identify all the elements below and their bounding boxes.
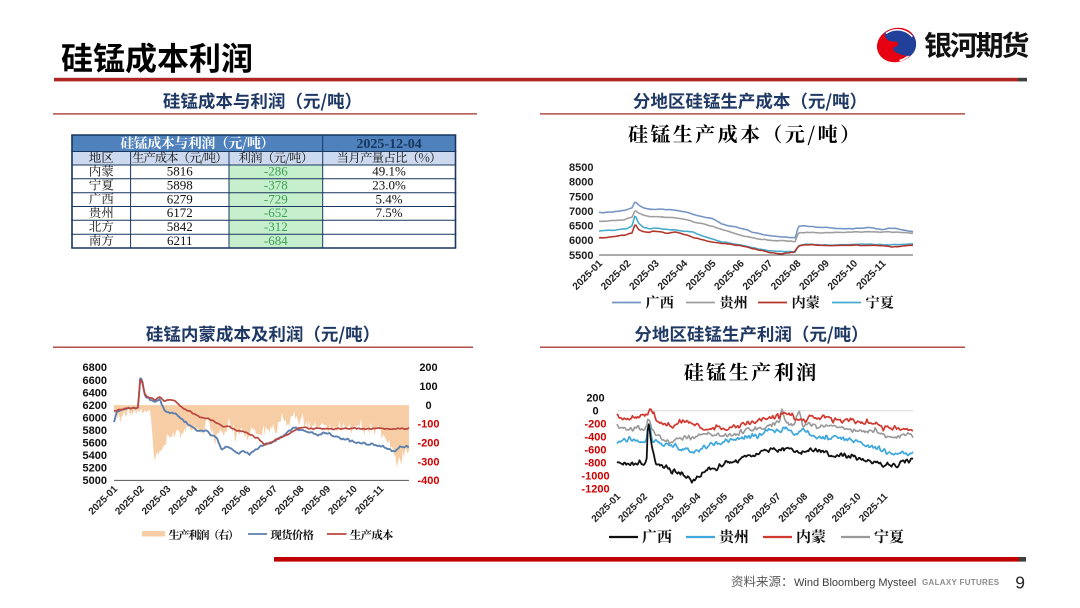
svg-text:5842: 5842	[167, 219, 193, 234]
svg-text:-100: -100	[417, 419, 439, 431]
svg-text:6400: 6400	[83, 387, 107, 399]
svg-text:Wind Bloomberg Mysteel: Wind Bloomberg Mysteel	[794, 577, 916, 589]
svg-text:-286: -286	[264, 164, 288, 179]
svg-text:23.0%: 23.0%	[372, 178, 406, 193]
svg-text:-800: -800	[584, 458, 606, 470]
svg-text:-400: -400	[417, 475, 439, 487]
svg-text:200: 200	[419, 362, 437, 374]
svg-text:-684: -684	[264, 233, 288, 248]
svg-text:GALAXY FUTURES: GALAXY FUTURES	[922, 578, 1000, 587]
svg-text:0: 0	[592, 406, 598, 418]
svg-text:6211: 6211	[167, 233, 193, 248]
svg-text:-729: -729	[264, 191, 288, 206]
svg-text:-200: -200	[584, 419, 606, 431]
svg-text:-400: -400	[584, 432, 606, 444]
svg-text:6200: 6200	[83, 400, 107, 412]
svg-text:5.4%: 5.4%	[376, 191, 403, 206]
svg-text:9: 9	[1015, 573, 1025, 593]
svg-text:5800: 5800	[83, 425, 107, 437]
svg-text:-1000: -1000	[581, 471, 609, 483]
svg-text:-312: -312	[264, 219, 288, 234]
svg-text:0: 0	[425, 400, 431, 412]
svg-text:6800: 6800	[83, 362, 107, 374]
svg-text:200: 200	[586, 393, 604, 405]
svg-text:5600: 5600	[83, 438, 107, 450]
svg-text:6000: 6000	[569, 235, 593, 247]
svg-text:6500: 6500	[569, 221, 593, 233]
svg-text:-600: -600	[584, 445, 606, 457]
svg-text:49.1%: 49.1%	[372, 164, 406, 179]
svg-text:-1200: -1200	[581, 484, 609, 496]
svg-text:5000: 5000	[83, 475, 107, 487]
svg-text:-300: -300	[417, 456, 439, 468]
svg-text:6172: 6172	[167, 205, 193, 220]
svg-text:5500: 5500	[569, 250, 593, 262]
svg-text:5898: 5898	[167, 178, 193, 193]
svg-text:6279: 6279	[167, 191, 193, 206]
svg-text:6000: 6000	[83, 412, 107, 424]
svg-text:2025-12-04: 2025-12-04	[356, 137, 421, 152]
svg-text:6600: 6600	[83, 375, 107, 387]
svg-text:100: 100	[419, 381, 437, 393]
svg-text:5816: 5816	[167, 164, 194, 179]
svg-text:-652: -652	[264, 205, 288, 220]
svg-text:8000: 8000	[569, 177, 593, 189]
svg-text:5200: 5200	[83, 463, 107, 475]
svg-text:7500: 7500	[569, 191, 593, 203]
svg-text:-200: -200	[417, 438, 439, 450]
svg-text:5400: 5400	[83, 450, 107, 462]
svg-text:-378: -378	[264, 178, 288, 193]
svg-text:7.5%: 7.5%	[376, 205, 403, 220]
svg-text:7000: 7000	[569, 206, 593, 218]
svg-text:8500: 8500	[569, 162, 593, 174]
